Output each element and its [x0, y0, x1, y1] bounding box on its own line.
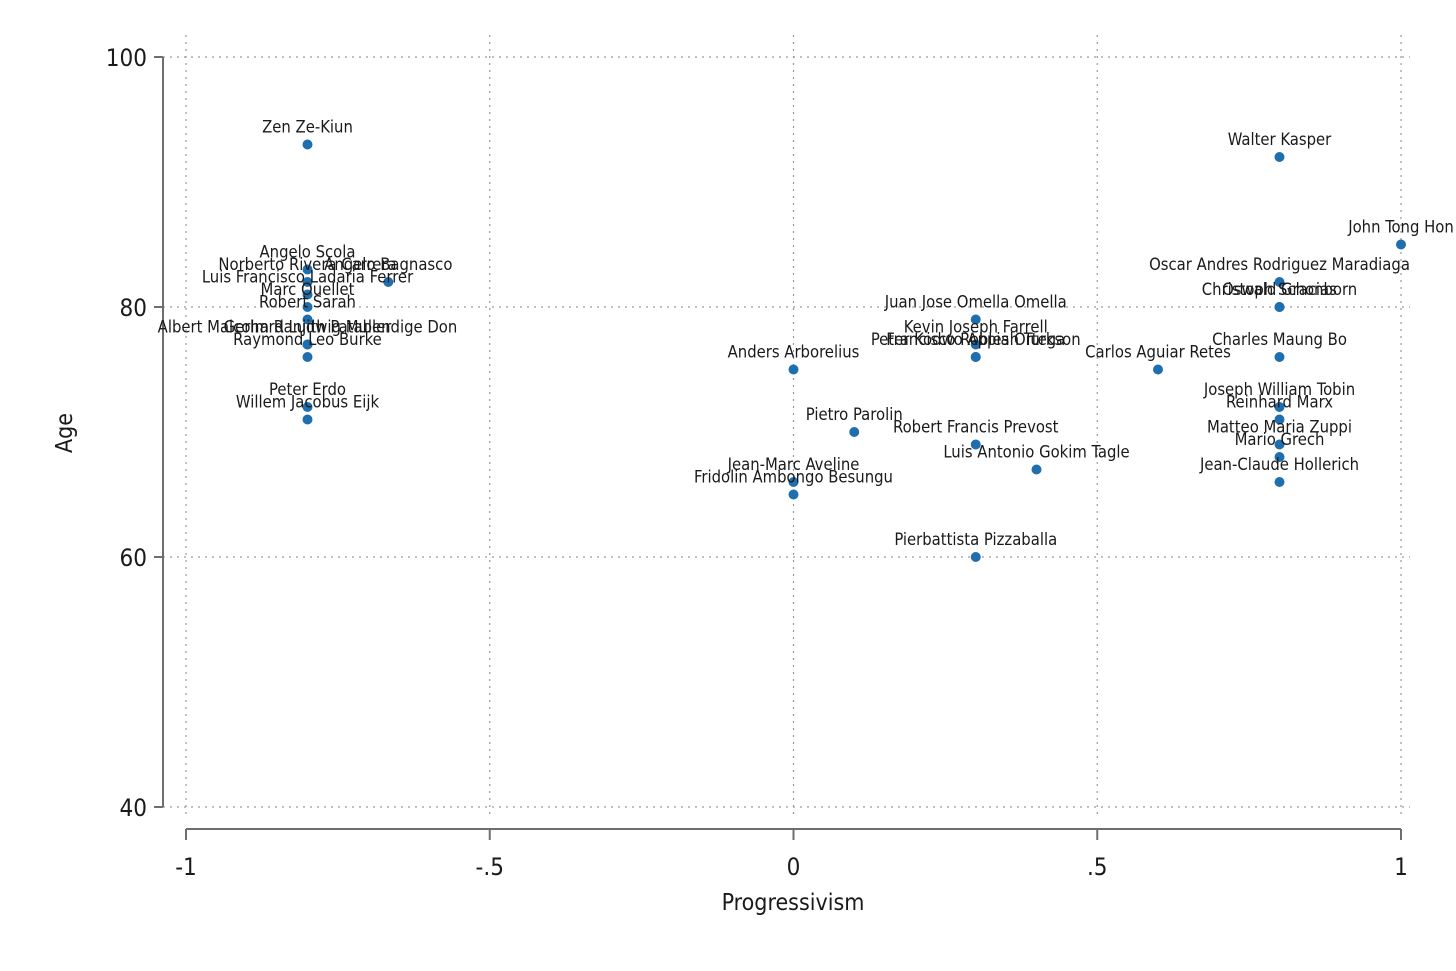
data-point	[970, 352, 981, 362]
data-point	[970, 439, 981, 450]
y-tick-label: 60	[120, 544, 147, 572]
x-tick-label: 0	[787, 853, 801, 881]
data-point	[788, 364, 799, 375]
axes: 40 60 80 100 -1 -.5 0 .5 1	[106, 44, 1408, 881]
y-tick-label: 80	[120, 294, 147, 322]
point-label: Joseph William Tobin	[1203, 380, 1355, 399]
point-label: Marc Ouellet	[261, 280, 355, 299]
data-point	[788, 489, 799, 500]
data-point	[302, 352, 313, 362]
data-point	[1274, 277, 1285, 287]
point-label: Fridolin Ambongo Besungu	[694, 468, 893, 487]
y-tick-label: 40	[120, 794, 147, 822]
data-point	[1274, 439, 1285, 450]
point-label: Charles Maung Bo	[1212, 330, 1347, 349]
x-axis-title: Progressivism	[722, 890, 865, 916]
point-label: Juan Jose Omella Omella	[884, 293, 1067, 312]
data-point	[970, 339, 981, 350]
point-label: Carlos Aguiar Retes	[1085, 343, 1231, 362]
data-point	[1274, 302, 1285, 312]
x-tick-label: -.5	[476, 853, 504, 881]
point-label: Walter Kasper	[1228, 130, 1332, 149]
data-point	[302, 414, 313, 425]
data-point	[788, 477, 799, 487]
point-label: Peter Kodwo Appiah Turkson	[871, 330, 1081, 349]
data-point	[302, 302, 313, 312]
x-tick-label: .5	[1087, 853, 1108, 881]
data-point	[1274, 477, 1285, 487]
data-point	[1274, 152, 1285, 162]
y-tick-label: 100	[106, 44, 147, 72]
point-label: Oscar Andres Rodriguez Maradiaga	[1149, 255, 1410, 274]
data-point	[302, 339, 313, 350]
point-label: Zen Ze-Kiun	[262, 118, 353, 137]
data-point	[302, 289, 313, 300]
point-label: Angelo Bagnasco	[324, 255, 452, 274]
point-label: Francisco Robles Ortega	[886, 330, 1065, 349]
point-label: Matteo Maria Zuppi	[1207, 418, 1352, 437]
data-point	[383, 277, 394, 287]
gridlines	[163, 35, 1410, 817]
data-point	[1396, 239, 1406, 250]
point-label: Reinhard Marx	[1226, 393, 1333, 412]
data-point	[970, 552, 981, 562]
point-label: Jean-Marc Aveline	[727, 455, 860, 474]
point-label: Willem Jacobus Eijk	[236, 393, 380, 412]
point-label: Anders Arborelius	[728, 343, 860, 362]
point-label: Kevin Joseph Farrell	[904, 318, 1048, 337]
point-label: Robert Sarah	[259, 293, 356, 312]
data-point	[302, 139, 313, 150]
point-label: Norberto Rivera Carrera	[218, 255, 396, 274]
data-point	[302, 264, 313, 275]
point-label: Christoph Schonborn	[1202, 280, 1357, 299]
data-point	[302, 277, 313, 287]
point-label: Pietro Parolin	[806, 405, 903, 424]
point-label: Oswald Gracias	[1222, 280, 1337, 299]
point-label: Gerhard Ludwig Muller	[224, 318, 393, 337]
data-point	[302, 314, 313, 325]
data-point	[1274, 452, 1285, 462]
data-point	[849, 427, 860, 437]
y-axis-title: Age	[52, 413, 78, 453]
data-point	[970, 314, 981, 325]
point-label: John Tong Hon	[1347, 218, 1454, 237]
point-label: Pierbattista Pizzaballa	[894, 530, 1057, 549]
x-tick-label: 1	[1394, 853, 1408, 881]
point-label: Mario Grech	[1235, 430, 1325, 449]
data-point	[302, 402, 313, 412]
data-point	[1274, 402, 1285, 412]
x-tick-label: -1	[175, 853, 197, 881]
data-point	[1274, 352, 1285, 362]
data-points	[302, 139, 1406, 562]
point-label: Jean-Claude Hollerich	[1199, 455, 1359, 474]
point-label: Angelo Scola	[260, 243, 356, 262]
point-label: Luis Francisco Ladaria Ferrer	[202, 268, 414, 287]
point-label: Raymond Leo Burke	[233, 330, 382, 349]
point-label: Luis Antonio Gokim Tagle	[943, 443, 1129, 462]
point-label: Peter Erdo	[269, 380, 346, 399]
data-point	[1274, 414, 1285, 425]
data-point	[1153, 364, 1163, 375]
point-label: Albert Malcolm Ranjith Patabendige Don	[158, 318, 458, 337]
data-point	[1031, 464, 1042, 475]
point-label: Robert Francis Prevost	[893, 418, 1059, 437]
